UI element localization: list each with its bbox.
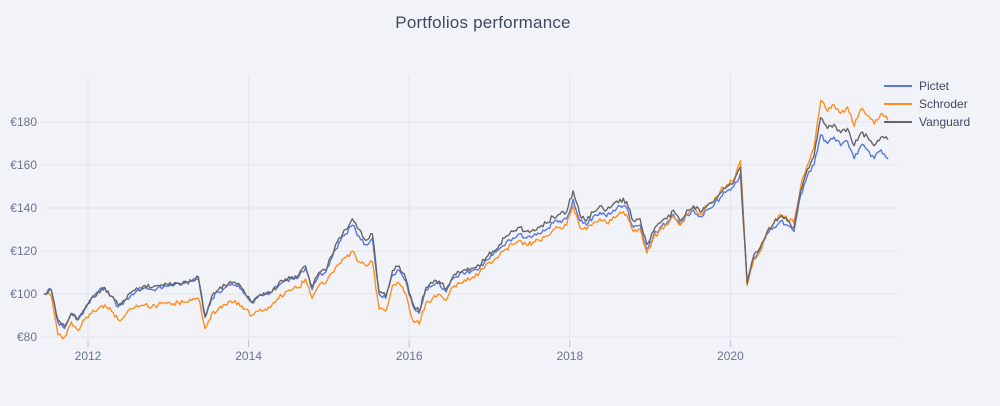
y-tick-label: €160 [10,158,37,172]
legend-item-vanguard[interactable]: Vanguard [884,115,970,129]
x-tick-label: 2020 [717,349,744,363]
chart-title: Portfolios performance [395,13,571,32]
y-tick-label: €80 [17,330,37,344]
legend-label-schroder: Schroder [919,97,968,111]
x-tick-label: 2016 [396,349,423,363]
x-tick-label: 2014 [235,349,262,363]
y-tick-label: €140 [10,201,37,215]
legend-label-pictet: Pictet [919,79,950,93]
x-tick-label: 2012 [75,349,102,363]
y-tick-label: €100 [10,287,37,301]
legend-swatch-pictet [884,85,912,87]
legend-label-vanguard: Vanguard [919,115,971,129]
legend-item-schroder[interactable]: Schroder [884,97,970,111]
series-line-vanguard[interactable] [43,116,889,327]
legend: Pictet Schroder Vanguard [884,79,970,129]
y-tick-label: €180 [10,115,37,129]
series-line-pictet[interactable] [43,134,889,330]
legend-swatch-vanguard [884,121,912,123]
gridlines [42,75,897,341]
legend-swatch-schroder [884,103,912,105]
series-line-schroder[interactable] [43,99,889,340]
y-axis: €80 €100 €120 €140 €160 €180 [10,115,37,344]
y-tick-label: €120 [10,244,37,258]
x-axis: 2012 2014 2016 2018 2020 [75,341,744,363]
x-tick-label: 2018 [556,349,583,363]
legend-item-pictet[interactable]: Pictet [884,79,970,93]
